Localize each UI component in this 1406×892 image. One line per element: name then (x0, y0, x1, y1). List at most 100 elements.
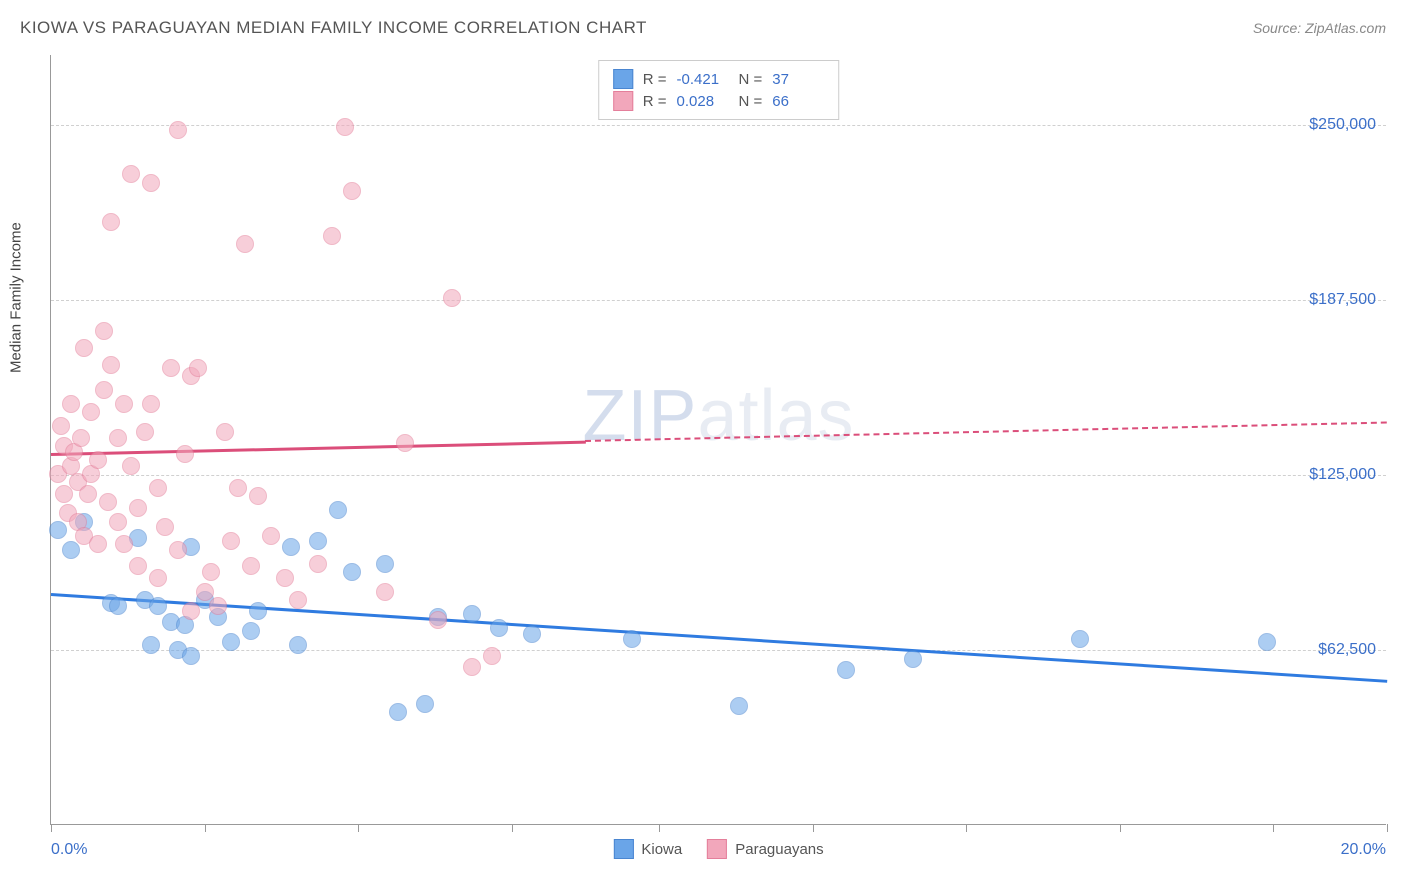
data-point (176, 445, 194, 463)
trend-line-extrapolated (585, 422, 1387, 442)
data-point (89, 535, 107, 553)
gridline (51, 650, 1386, 651)
legend-swatch (613, 91, 633, 111)
data-point (236, 235, 254, 253)
y-tick-label: $250,000 (1309, 116, 1376, 134)
data-point (336, 118, 354, 136)
data-point (169, 121, 187, 139)
x-tick (966, 824, 967, 832)
data-point (396, 434, 414, 452)
legend-swatch (707, 839, 727, 859)
x-axis-min-label: 0.0% (51, 841, 87, 859)
data-point (109, 597, 127, 615)
data-point (49, 521, 67, 539)
data-point (149, 569, 167, 587)
gridline (51, 300, 1386, 301)
y-tick-label: $62,500 (1318, 641, 1376, 659)
data-point (282, 538, 300, 556)
data-point (242, 622, 260, 640)
x-tick (1387, 824, 1388, 832)
data-point (136, 423, 154, 441)
data-point (490, 619, 508, 637)
legend-r-label: R = (643, 71, 667, 88)
x-axis-max-label: 20.0% (1341, 841, 1386, 859)
data-point (79, 485, 97, 503)
data-point (216, 423, 234, 441)
legend-series-label: Kiowa (641, 841, 682, 858)
data-point (122, 165, 140, 183)
data-point (75, 339, 93, 357)
data-point (122, 457, 140, 475)
data-point (72, 429, 90, 447)
data-point (222, 633, 240, 651)
data-point (429, 611, 447, 629)
x-tick (205, 824, 206, 832)
data-point (222, 532, 240, 550)
data-point (623, 630, 641, 648)
gridline (51, 475, 1386, 476)
chart-title: KIOWA VS PARAGUAYAN MEDIAN FAMILY INCOME… (20, 18, 647, 38)
legend-r-label: R = (643, 93, 667, 110)
data-point (289, 636, 307, 654)
data-point (343, 563, 361, 581)
legend-stats: R = -0.421 N = 37 R = 0.028 N = 66 (598, 60, 840, 120)
legend-r-value: -0.421 (677, 71, 729, 88)
chart-plot-area: Median Family Income ZIPatlas R =-0.421N… (50, 55, 1386, 825)
data-point (109, 513, 127, 531)
data-point (463, 605, 481, 623)
data-point (102, 356, 120, 374)
data-point (115, 535, 133, 553)
data-point (837, 661, 855, 679)
data-point (202, 563, 220, 581)
data-point (129, 557, 147, 575)
legend-n-label: N = (739, 71, 763, 88)
data-point (329, 501, 347, 519)
data-point (730, 697, 748, 715)
x-tick (1120, 824, 1121, 832)
data-point (904, 650, 922, 668)
data-point (149, 479, 167, 497)
legend-swatch (613, 69, 633, 89)
legend-stats-row: R = 0.028 N = 66 (613, 91, 825, 111)
data-point (62, 541, 80, 559)
legend-n-value: 66 (772, 93, 824, 110)
legend-series-item: Kiowa (613, 839, 682, 859)
data-point (102, 213, 120, 231)
data-point (115, 395, 133, 413)
x-tick (813, 824, 814, 832)
gridline (51, 125, 1386, 126)
legend-r-value: 0.028 (677, 93, 729, 110)
legend-series-item: Paraguayans (707, 839, 823, 859)
data-point (416, 695, 434, 713)
data-point (323, 227, 341, 245)
data-point (1258, 633, 1276, 651)
data-point (376, 555, 394, 573)
data-point (196, 583, 214, 601)
trend-line (51, 440, 585, 455)
data-point (129, 499, 147, 517)
data-point (169, 541, 187, 559)
legend-series: Kiowa Paraguayans (613, 839, 823, 859)
data-point (389, 703, 407, 721)
data-point (182, 647, 200, 665)
data-point (343, 182, 361, 200)
data-point (149, 597, 167, 615)
data-point (182, 602, 200, 620)
data-point (229, 479, 247, 497)
legend-swatch (613, 839, 633, 859)
data-point (62, 395, 80, 413)
data-point (289, 591, 307, 609)
data-point (109, 429, 127, 447)
legend-series-label: Paraguayans (735, 841, 823, 858)
data-point (249, 602, 267, 620)
y-tick-label: $125,000 (1309, 466, 1376, 484)
x-tick (659, 824, 660, 832)
source-attribution: Source: ZipAtlas.com (1253, 20, 1386, 36)
data-point (309, 532, 327, 550)
data-point (162, 359, 180, 377)
legend-n-label: N = (739, 93, 763, 110)
legend-n-value: 37 (772, 71, 824, 88)
data-point (443, 289, 461, 307)
data-point (376, 583, 394, 601)
data-point (52, 417, 70, 435)
